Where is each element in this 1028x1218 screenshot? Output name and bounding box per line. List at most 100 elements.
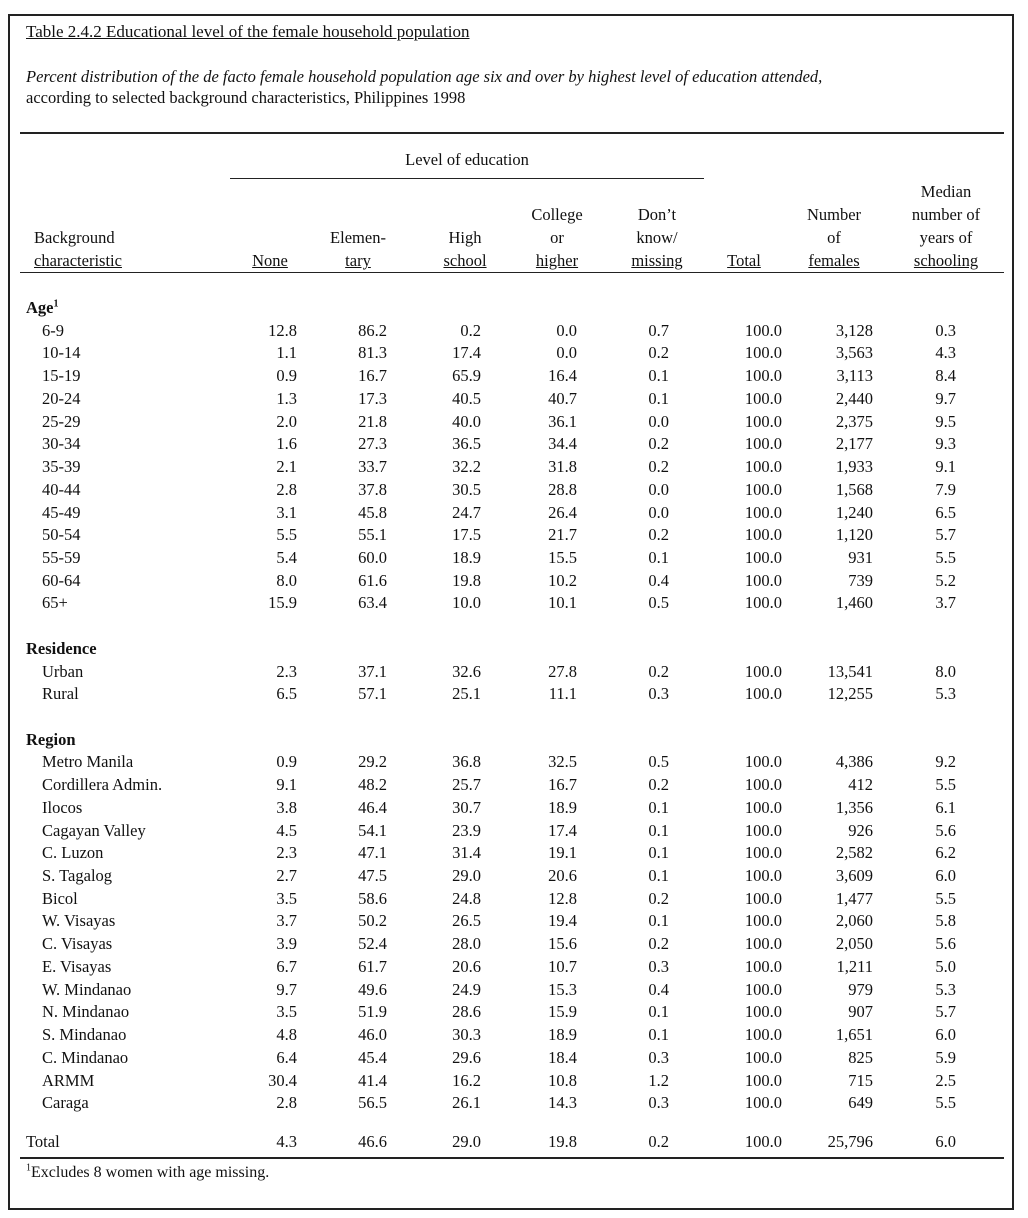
table-row: 50-54 5.5 55.1 17.5 21.7 0.2 100.0 1,120 5.7 [0, 523, 1006, 546]
cell-dont-know: 0.4 [648, 570, 669, 590]
cell-number-of-females: 2,440 [835, 388, 873, 408]
table-row: 6-9 12.8 86.2 0.2 0.0 0.7 100.0 3,128 0.3 [0, 319, 1006, 342]
cell-dont-know: 0.1 [648, 797, 669, 817]
cell-college: 18.4 [548, 1047, 577, 1067]
cell-total: 100.0 [744, 388, 782, 408]
header-median-l2: number of [911, 205, 981, 224]
cell-none: 3.7 [276, 911, 297, 931]
table-row: 55-59 5.4 60.0 18.9 15.5 0.1 100.0 931 5.5 [0, 546, 1006, 569]
cell-high-school: 28.0 [452, 934, 481, 954]
row-label: Metro Manila [42, 752, 134, 772]
cell-median-years: 4.3 [935, 343, 956, 363]
row-label: 50-54 [42, 525, 81, 545]
cell-none: 5.5 [276, 525, 297, 545]
header-college-l1: College [531, 205, 583, 224]
cell-elementary: 27.3 [358, 434, 387, 454]
cell-median-years: 2.5 [935, 1070, 956, 1090]
table-row: ARMM 30.4 41.4 16.2 10.8 1.2 100.0 715 2.5 [0, 1069, 1006, 1092]
table-row: Caraga 2.8 56.5 26.1 14.3 0.3 100.0 649 5.5 [0, 1091, 1006, 1114]
table-row: 40-44 2.8 37.8 30.5 28.8 0.0 100.0 1,568 7.9 [0, 478, 1006, 501]
cell-total: 100.0 [744, 1002, 782, 1022]
table-row: C. Mindanao 6.4 45.4 29.6 18.4 0.3 100.0 825 5.9 [0, 1046, 1006, 1069]
cell-high-school: 25.1 [452, 684, 481, 704]
cell-dont-know: 0.3 [648, 956, 669, 976]
table-row: 45-49 3.1 45.8 24.7 26.4 0.0 100.0 1,240 6.5 [0, 501, 1006, 524]
cell-none: 4.5 [276, 820, 297, 840]
table-row: C. Luzon 2.3 47.1 31.4 19.1 0.1 100.0 2,582 6.2 [0, 841, 1006, 864]
cell-high-school: 29.6 [452, 1047, 481, 1067]
cell-median-years: 9.3 [935, 434, 956, 454]
cell-none: 3.9 [276, 934, 297, 954]
cell-elementary: 86.2 [358, 320, 387, 340]
header-group-rule [230, 178, 704, 179]
cell-number-of-females: 1,211 [836, 956, 873, 976]
cell-elementary: 47.5 [358, 866, 387, 885]
cell-dont-know: 0.5 [648, 593, 669, 613]
cell-elementary: 48.2 [358, 775, 387, 795]
cell-college: 20.6 [548, 866, 577, 885]
row-label: 30-34 [42, 434, 81, 454]
cell-none: 30.4 [268, 1070, 297, 1090]
cell-none: 12.8 [268, 320, 297, 340]
header-none: None [252, 251, 288, 270]
cell-dont-know: 0.1 [648, 388, 669, 408]
cell-median-years: 5.3 [935, 684, 956, 704]
cell-total: 100.0 [744, 547, 782, 567]
table-row: Bicol 3.5 58.6 24.8 12.8 0.2 100.0 1,477 5.5 [0, 887, 1006, 910]
row-label: S. Tagalog [42, 866, 113, 885]
row-label: 65+ [42, 593, 68, 613]
cell-total: 100.0 [744, 457, 782, 476]
cell-dont-know: 0.1 [648, 843, 669, 863]
cell-number-of-females: 649 [848, 1093, 873, 1113]
cell-elementary: 58.6 [358, 888, 387, 908]
cell-number-of-females: 739 [848, 570, 873, 590]
cell-elementary: 21.8 [358, 411, 387, 431]
cell-college: 17.4 [548, 820, 577, 840]
cell-elementary: 49.6 [358, 979, 387, 999]
cell-total: 100.0 [744, 525, 782, 545]
cell-number-of-females: 2,177 [835, 434, 873, 454]
cell-none: 2.0 [276, 411, 297, 431]
row-label: N. Mindanao [42, 1002, 130, 1022]
cell-median-years: 5.8 [935, 911, 956, 931]
cell-none: 2.8 [276, 479, 297, 499]
cell-none: 3.5 [276, 888, 297, 908]
cell-high-school: 24.9 [452, 979, 481, 999]
cell-dont-know: 0.2 [648, 934, 669, 954]
cell-college: 15.6 [548, 934, 577, 954]
cell-college: 19.8 [548, 1132, 577, 1151]
footnote-text: Excludes 8 women with age missing. [31, 1164, 270, 1181]
cell-elementary: 50.2 [358, 911, 387, 931]
cell-median-years: 5.2 [935, 570, 956, 590]
cell-number-of-females: 3,128 [835, 320, 873, 340]
cell-number-of-females: 3,609 [835, 866, 873, 885]
cell-dont-know: 0.4 [648, 979, 669, 999]
cell-elementary: 55.1 [358, 525, 387, 545]
cell-total: 100.0 [744, 843, 782, 863]
row-label: 25-29 [42, 411, 81, 431]
cell-college: 26.4 [548, 502, 577, 522]
row-label: Total [26, 1132, 60, 1151]
header-median-l3: years of [919, 228, 973, 247]
row-label: Bicol [42, 888, 78, 908]
cell-college: 27.8 [548, 661, 577, 681]
header-level-of-education: Level of education [405, 150, 529, 169]
cell-college: 15.9 [548, 1002, 577, 1022]
cell-median-years: 9.7 [935, 388, 956, 408]
header-number-l2: of [827, 228, 841, 247]
cell-dont-know: 0.3 [648, 684, 669, 704]
cell-dont-know: 0.1 [648, 366, 669, 386]
cell-elementary: 16.7 [358, 366, 387, 386]
cell-high-school: 36.5 [452, 434, 481, 454]
cell-number-of-females: 1,651 [835, 1025, 873, 1044]
cell-none: 6.5 [276, 684, 297, 704]
table-row: S. Mindanao 4.8 46.0 30.3 18.9 0.1 100.0 1,651 6… [0, 1023, 1006, 1046]
cell-high-school: 29.0 [452, 1132, 481, 1151]
cell-dont-know: 0.0 [648, 479, 669, 499]
row-label: W. Mindanao [42, 979, 132, 999]
cell-total: 100.0 [744, 684, 782, 704]
total-row: Total 4.3 46.6 29.0 19.8 0.2 100.0 25,796 6.0 [0, 1130, 1006, 1153]
cell-number-of-females: 1,240 [835, 502, 873, 522]
cell-total: 100.0 [744, 570, 782, 590]
section-label: Age1 [26, 296, 59, 319]
